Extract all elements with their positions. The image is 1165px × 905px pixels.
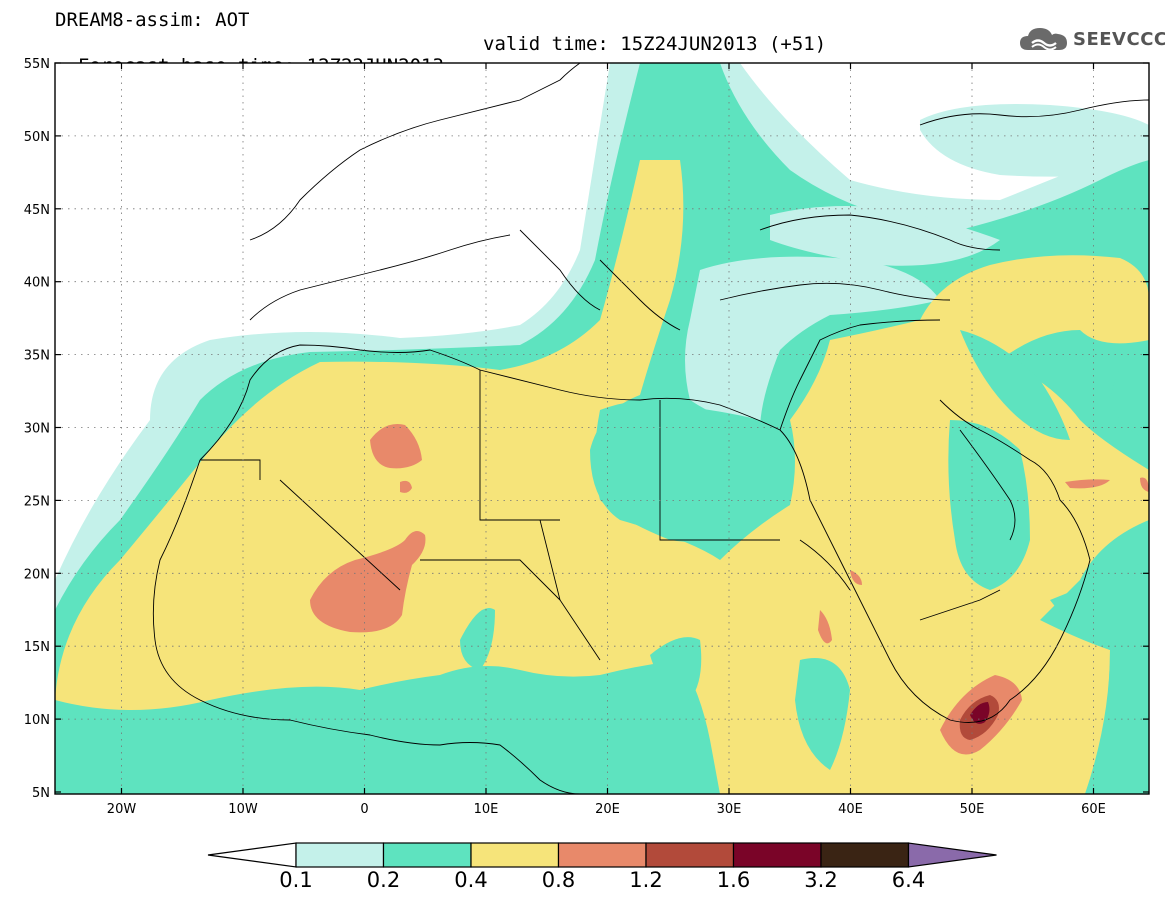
lat-tick-label: 5N [32,786,50,801]
colorbar-level-label: 0.2 [367,868,400,892]
colorbar-segment [820,842,910,868]
lat-tick-label: 50N [24,130,50,145]
colorbar-segment [295,842,385,868]
colorbar-segment [645,842,735,868]
aot-light-blacksea [770,206,1000,266]
lat-tick-label: 30N [24,422,50,437]
lon-tick-label: 10W [228,802,258,817]
lat-tick-label: 25N [24,494,50,509]
lon-tick-label: 60E [1081,802,1106,817]
lon-tick-label: 20E [595,802,620,817]
axis-ticks: 55N 50N 45N 40N 35N 30N 25N 20N 15N 10N 5N 20W 10W 0 1… [24,57,1149,817]
lon-tick-label: 30E [717,802,742,817]
colorbar-segment [732,842,822,868]
plot-frame [54,62,1150,795]
colorbar-level-label: 3.2 [804,868,837,892]
colorbar-level-label: 0.8 [542,868,575,892]
lat-tick-label: 10N [24,713,50,728]
lat-tick-label: 35N [24,349,50,364]
lon-tick-label: 40E [838,802,863,817]
colorbar-segment [557,842,647,868]
aot-light-levant [685,256,940,430]
colorbar-level-label: 0.1 [279,868,312,892]
colorbar-segment [470,842,560,868]
lat-tick-label: 15N [24,640,50,655]
lat-tick-label: 40N [24,276,50,291]
seevccc-logo: SEEVCCC [1018,24,1165,54]
colorbar-min-arrow [207,842,297,868]
lon-tick-label: 20W [107,802,137,817]
colorbar-segment [382,842,472,868]
colorbar-level-label: 6.4 [892,868,925,892]
logo-text: SEEVCCC [1073,28,1165,50]
lon-tick-label: 0 [360,802,368,817]
colorbar-level-label: 1.2 [629,868,662,892]
lon-tick-label: 50E [960,802,985,817]
lon-tick-label: 10E [474,802,499,817]
colorbar: 0.1 0.2 0.4 0.8 1.2 1.6 3.2 6.4 [207,842,997,892]
lat-tick-label: 55N [24,57,50,72]
colorbar-max-arrow [907,842,997,868]
aot-band-1.6 [970,702,990,724]
valid-time: valid time: 15Z24JUN2013 (+51) [483,33,827,55]
colorbar-level-label: 1.6 [717,868,750,892]
aot-band-0.4 [55,160,1149,794]
aot-contour-fields [55,63,1149,794]
map-title: DREAM8-assim: AOT [55,9,250,31]
cloud-icon [1020,28,1067,51]
colorbar-level-label: 0.4 [454,868,487,892]
lat-tick-label: 45N [24,203,50,218]
lat-tick-label: 20N [24,567,50,582]
coastlines-borders [152,63,1149,794]
grid-lines [55,63,1149,794]
